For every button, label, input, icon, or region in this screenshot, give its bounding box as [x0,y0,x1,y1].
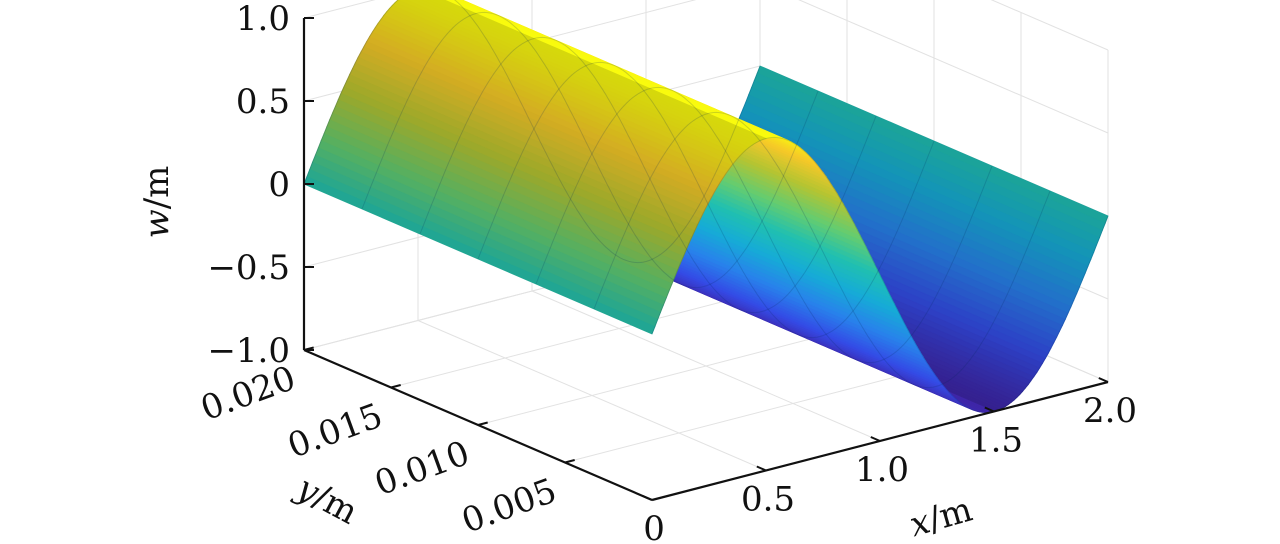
tick-mark [870,436,881,442]
surface-mesh-line [593,111,1051,389]
z-tick-label: 0.5 [236,82,290,122]
x-tick-label: 0.5 [741,480,795,520]
surface-mesh [303,0,1109,414]
y-tick-label: 0.010 [370,433,475,504]
z-axis-label: w/m [137,166,177,239]
surface-mesh-line [361,11,819,289]
y-tick-label: 0.005 [457,471,562,542]
tick-mark [477,421,488,426]
z-tick-label: −0.5 [207,248,290,288]
x-axis-label: x/m [905,490,976,544]
surface-strip [303,176,656,335]
tick-mark [1098,377,1109,383]
surface-mesh-line [303,0,761,264]
surface-mesh-line [419,36,877,314]
y-tick-label: 0.015 [283,396,388,467]
tick-mark [564,459,575,464]
tick-mark [756,465,767,472]
z-tick-label: 0 [268,165,290,205]
tick-mark [642,495,653,501]
x-tick-label: 1.5 [969,421,1023,461]
grid-line-z-side [990,0,1109,51]
y-axis-label: y/m [288,467,364,533]
z-axis-label-unit: /m [137,166,177,210]
x-tick-label: 2.0 [1083,391,1137,431]
tick-mark [390,384,401,389]
x-tick-label: 1.0 [855,450,909,490]
z-tick-label: −1.0 [207,331,290,371]
surface-mesh-line [477,61,935,339]
z-tick-label: 1.0 [236,0,290,39]
z-axis-label-var: w [137,209,177,238]
tick-mark [984,406,995,413]
surface-mesh-line [535,86,993,364]
axes [302,17,1109,502]
x-axis-label-unit: /m [924,490,977,540]
surface-mesh-line [651,136,1109,414]
x-tick-label: 0 [643,509,665,544]
grid-line-z-side [798,0,1109,134]
